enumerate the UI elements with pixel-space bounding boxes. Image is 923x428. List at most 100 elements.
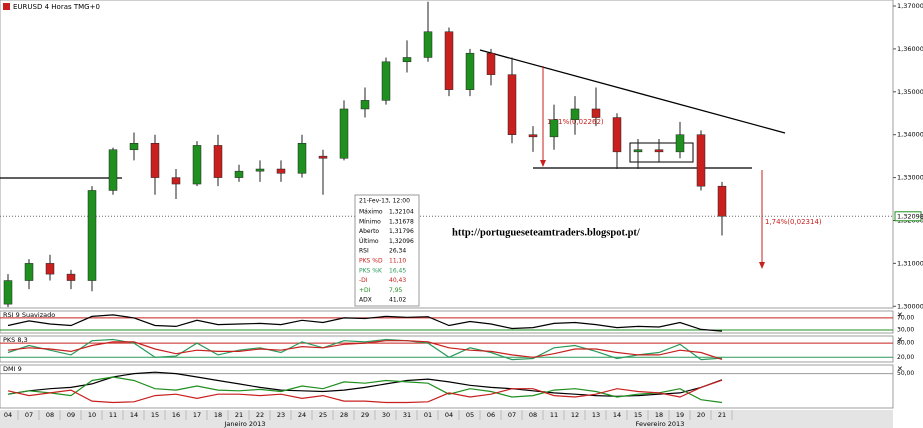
info-value: 16,45 [389, 267, 406, 274]
x-tick-label: 24 [298, 411, 306, 419]
candle-body [87, 190, 97, 281]
x-tick-label: 01 [424, 411, 432, 419]
x-tick-label: 05 [466, 411, 474, 419]
candle-body [360, 100, 370, 110]
y-tick-label: 70,00 [897, 314, 914, 321]
info-label: RSI [359, 248, 369, 255]
y-tick-label: 80,00 [897, 340, 914, 347]
month-label: Janeiro 2013 [224, 420, 266, 428]
x-tick-label: 15 [151, 411, 159, 419]
x-tick-label: 22 [256, 411, 264, 419]
y-tick-label: 30,00 [897, 326, 914, 333]
x-tick-label: 18 [655, 411, 663, 419]
candle-body [297, 143, 307, 174]
candle-body [234, 170, 244, 178]
panel-title: RSI 9 Suavizado [3, 311, 55, 319]
candle-body [150, 143, 160, 178]
x-tick-label: 17 [193, 411, 201, 419]
close-icon: ✕ [897, 311, 903, 319]
y-tick-label: 50,00 [897, 370, 914, 377]
x-tick-label: 29 [361, 411, 369, 419]
x-tick-label: 10 [88, 411, 96, 419]
x-tick-label: 25 [319, 411, 327, 419]
info-label: -DI [359, 277, 368, 284]
x-tick-label: 31 [403, 411, 411, 419]
candle-body [528, 134, 538, 138]
y-tick-label: 1,36000 [897, 45, 923, 53]
candle-body [717, 185, 727, 217]
watermark: http://portugueseteamtraders.blogspot.pt… [452, 227, 641, 238]
panel-title: DMI 9 [3, 365, 22, 373]
x-tick-label: 19 [676, 411, 684, 419]
x-tick-label: 04 [4, 411, 12, 419]
info-value: 11,10 [389, 258, 406, 265]
panel-title: PKS 8,3 [3, 336, 28, 344]
candle-body [444, 31, 454, 90]
panel-frame [0, 364, 894, 409]
candle-body [108, 149, 118, 191]
info-value: 1,32096 [389, 238, 414, 245]
info-value: 1,32104 [389, 209, 414, 216]
x-tick-label: 08 [46, 411, 54, 419]
candle-body [213, 145, 223, 178]
y-tick-label: 1,34000 [897, 131, 923, 139]
candle-body [318, 155, 328, 159]
close-icon: ✕ [897, 365, 903, 373]
indicator-line [7, 340, 723, 360]
close-icon: ✕ [897, 336, 903, 344]
candle-body [570, 108, 580, 120]
candle-body [66, 273, 76, 281]
x-tick-label: 21 [718, 411, 726, 419]
candle-body [507, 74, 517, 135]
info-label: Máximo [359, 209, 383, 216]
symbol-icon [3, 3, 10, 10]
candle-body [402, 57, 412, 63]
x-tick-label: 21 [235, 411, 243, 419]
candle-body [654, 149, 664, 153]
candle-body [612, 117, 622, 153]
x-tick-label: 16 [172, 411, 180, 419]
candle-body [24, 263, 34, 281]
x-tick-label: 06 [487, 411, 495, 419]
panel-frame [0, 335, 894, 363]
y-tick-label: 20,00 [897, 354, 914, 361]
panel-frame [0, 310, 894, 334]
chart-title: EURUSD 4 Horas TMG+0 [13, 3, 100, 11]
candle-body [192, 145, 202, 185]
y-tick-label: 1,31000 [897, 259, 923, 267]
candle-body [255, 168, 265, 172]
candle-body [129, 143, 139, 150]
range-box [629, 142, 694, 163]
month-label: Fevereiro 2013 [636, 420, 685, 428]
info-value: 40,43 [389, 277, 406, 284]
y-tick-label: 1,30000 [897, 302, 923, 310]
x-tick-label: 09 [67, 411, 75, 419]
x-tick-label: 04 [445, 411, 453, 419]
info-value: 7,95 [389, 287, 403, 294]
candle-body [339, 108, 349, 159]
x-tick-label: 07 [25, 411, 33, 419]
x-tick-label: 14 [613, 411, 621, 419]
info-label: ADX [359, 297, 372, 304]
info-value: 1,31678 [389, 218, 414, 225]
candle-body [633, 149, 643, 153]
candle-body [486, 52, 496, 75]
candle-body [591, 108, 601, 118]
info-box [354, 194, 420, 307]
x-tick-label: 08 [529, 411, 537, 419]
last-price-label: 1,32098 [897, 212, 923, 220]
main-frame [0, 0, 894, 309]
candle-body [423, 31, 433, 58]
candle-body [675, 134, 685, 153]
info-date: 21-Fev-13, 12:00 [359, 198, 410, 205]
info-label: Último [359, 238, 379, 245]
y-tick-label: 1,37000 [897, 2, 923, 10]
candle-body [465, 52, 475, 90]
x-tick-label: 30 [382, 411, 390, 419]
x-tick-label: 15 [634, 411, 642, 419]
x-axis-strip [0, 410, 893, 428]
info-value: 41,02 [389, 297, 406, 304]
candle-body [171, 177, 181, 185]
